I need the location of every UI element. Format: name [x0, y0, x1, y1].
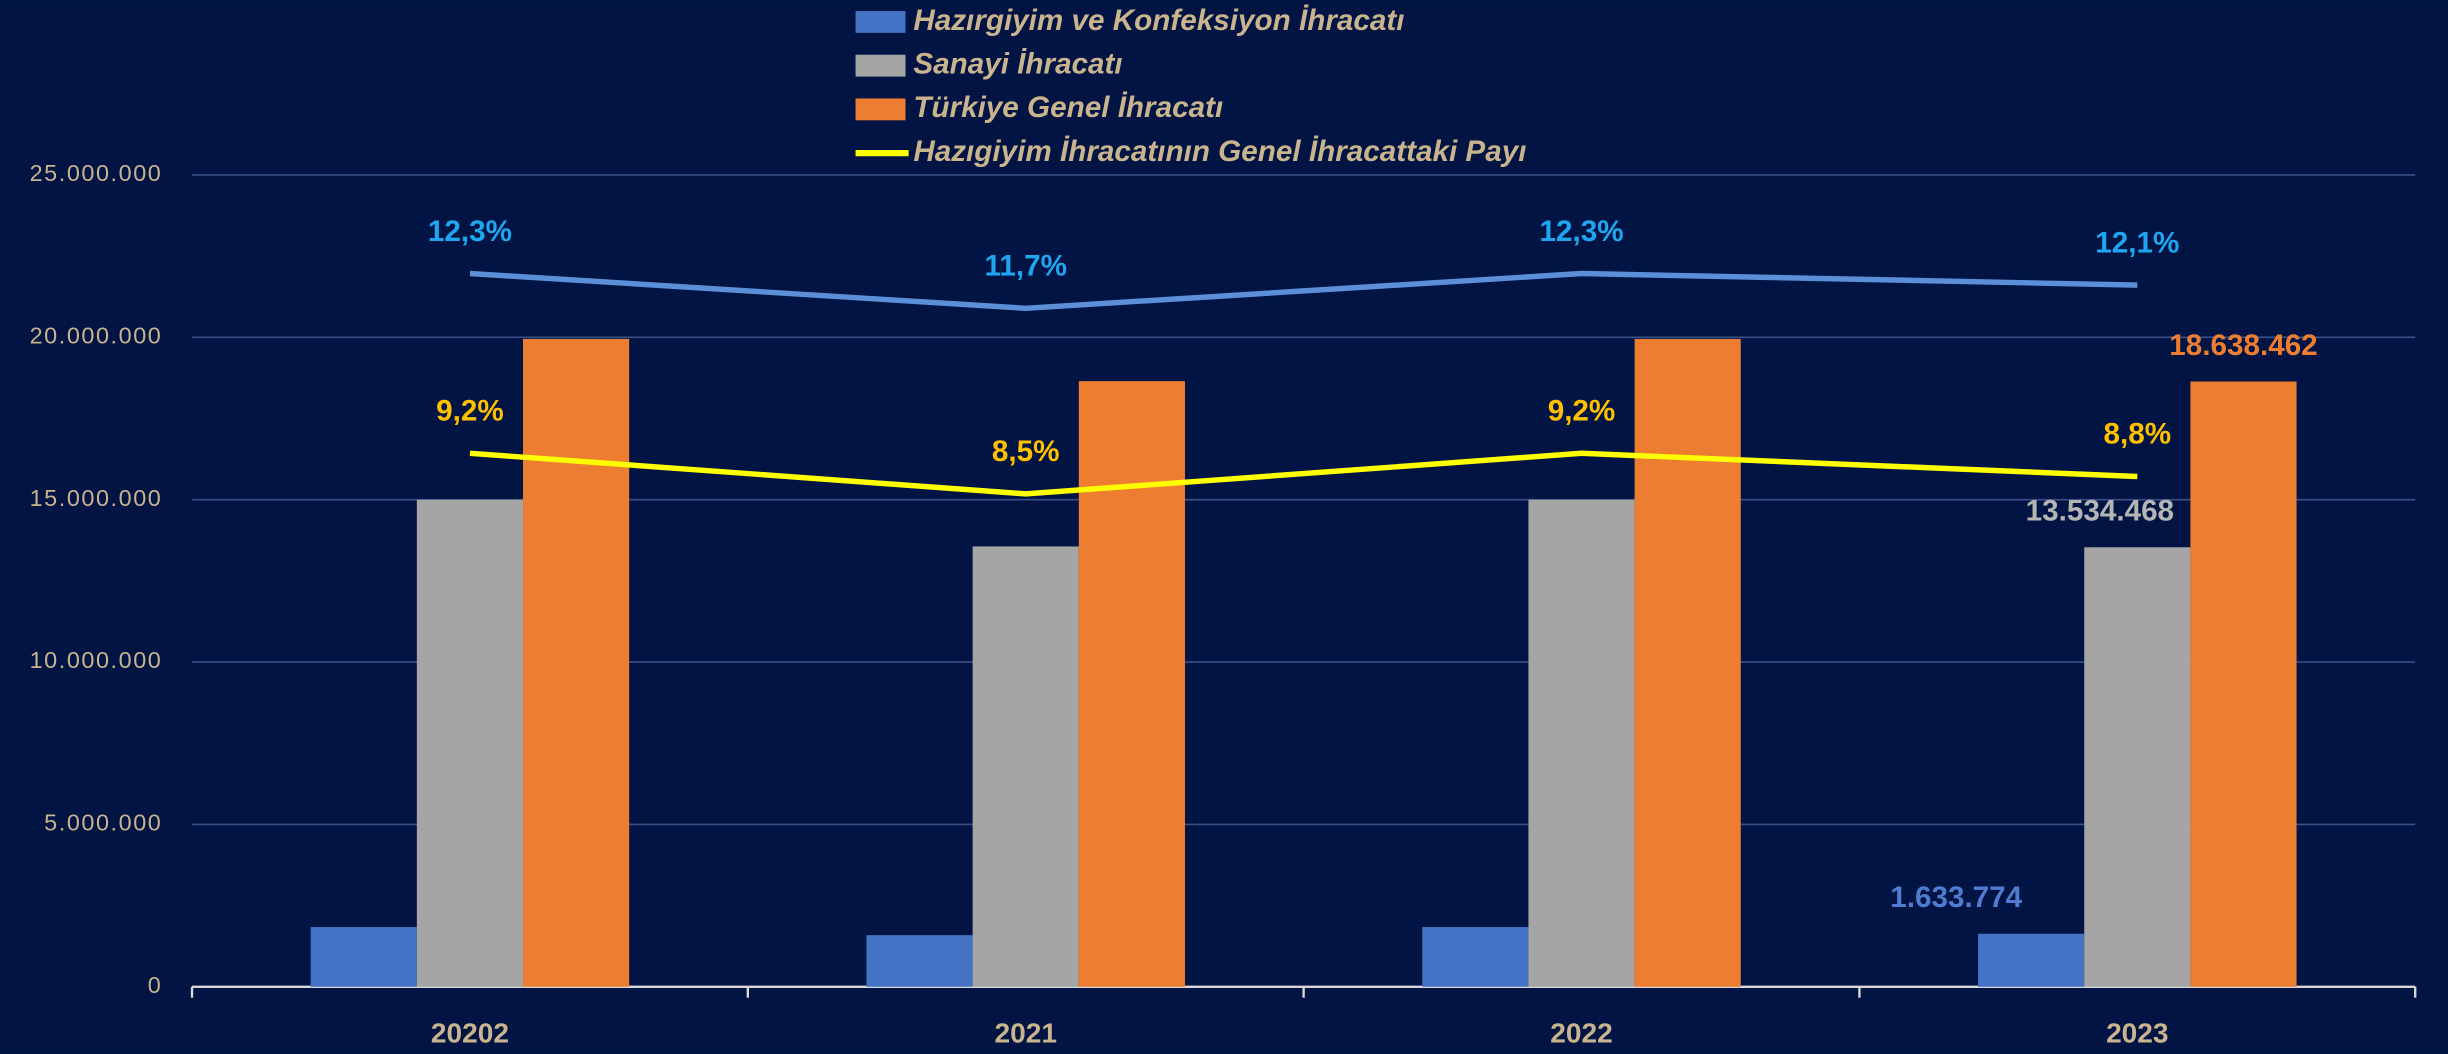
legend-swatch	[855, 11, 906, 33]
data-label: 18.638.462	[2169, 329, 2317, 362]
y-tick-label: 15.000.000	[30, 485, 163, 511]
bar	[2084, 547, 2191, 987]
y-tick-label: 20.000.000	[30, 322, 163, 348]
data-label: 1.633.774	[1890, 881, 2022, 914]
data-label: 12,1%	[2095, 226, 2179, 259]
data-label: 11,7%	[984, 250, 1066, 283]
bar	[2190, 381, 2297, 987]
x-tick-label: 20202	[431, 1018, 509, 1049]
data-label: 12,3%	[428, 215, 512, 248]
data-label: 9,2%	[1548, 395, 1616, 428]
y-tick-label: 25.000.000	[30, 160, 163, 186]
y-tick-label: 10.000.000	[30, 647, 163, 673]
bar	[1078, 381, 1185, 987]
data-label: 9,2%	[436, 395, 504, 428]
y-tick-label: 5.000.000	[44, 810, 162, 836]
x-tick-label: 2021	[994, 1018, 1056, 1049]
bar	[866, 935, 973, 987]
bar	[1978, 933, 2085, 987]
data-label: 8,8%	[2104, 418, 2172, 451]
legend-swatch	[855, 54, 906, 77]
legend-label: Hazırgiyim ve Konfeksiyon İhracatı	[913, 4, 1404, 37]
bar	[523, 338, 630, 987]
bar	[1634, 338, 1741, 987]
y-tick-label: 0	[148, 972, 163, 998]
bar	[1422, 927, 1529, 987]
line	[469, 270, 2138, 312]
bar	[310, 927, 417, 987]
legend-label: Sanayi İhracatı	[913, 47, 1122, 80]
bar	[972, 546, 1079, 987]
data-label: 8,5%	[992, 435, 1060, 468]
bar	[1528, 499, 1635, 987]
x-tick-label: 2023	[2106, 1018, 2169, 1049]
bar	[416, 499, 524, 987]
x-tick-label: 2022	[1550, 1018, 1612, 1049]
line	[469, 450, 2138, 497]
data-label: 13.534.468	[2026, 495, 2174, 528]
legend-label: Hazıgiyim İhracatının Genel İhracattaki …	[913, 135, 1526, 168]
legend-label: Türkiye Genel İhracatı	[913, 91, 1223, 124]
data-label: 12,3%	[1539, 215, 1623, 248]
legend-swatch	[855, 98, 906, 121]
